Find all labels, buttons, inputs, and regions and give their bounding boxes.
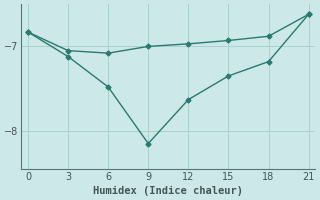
X-axis label: Humidex (Indice chaleur): Humidex (Indice chaleur) xyxy=(93,186,243,196)
